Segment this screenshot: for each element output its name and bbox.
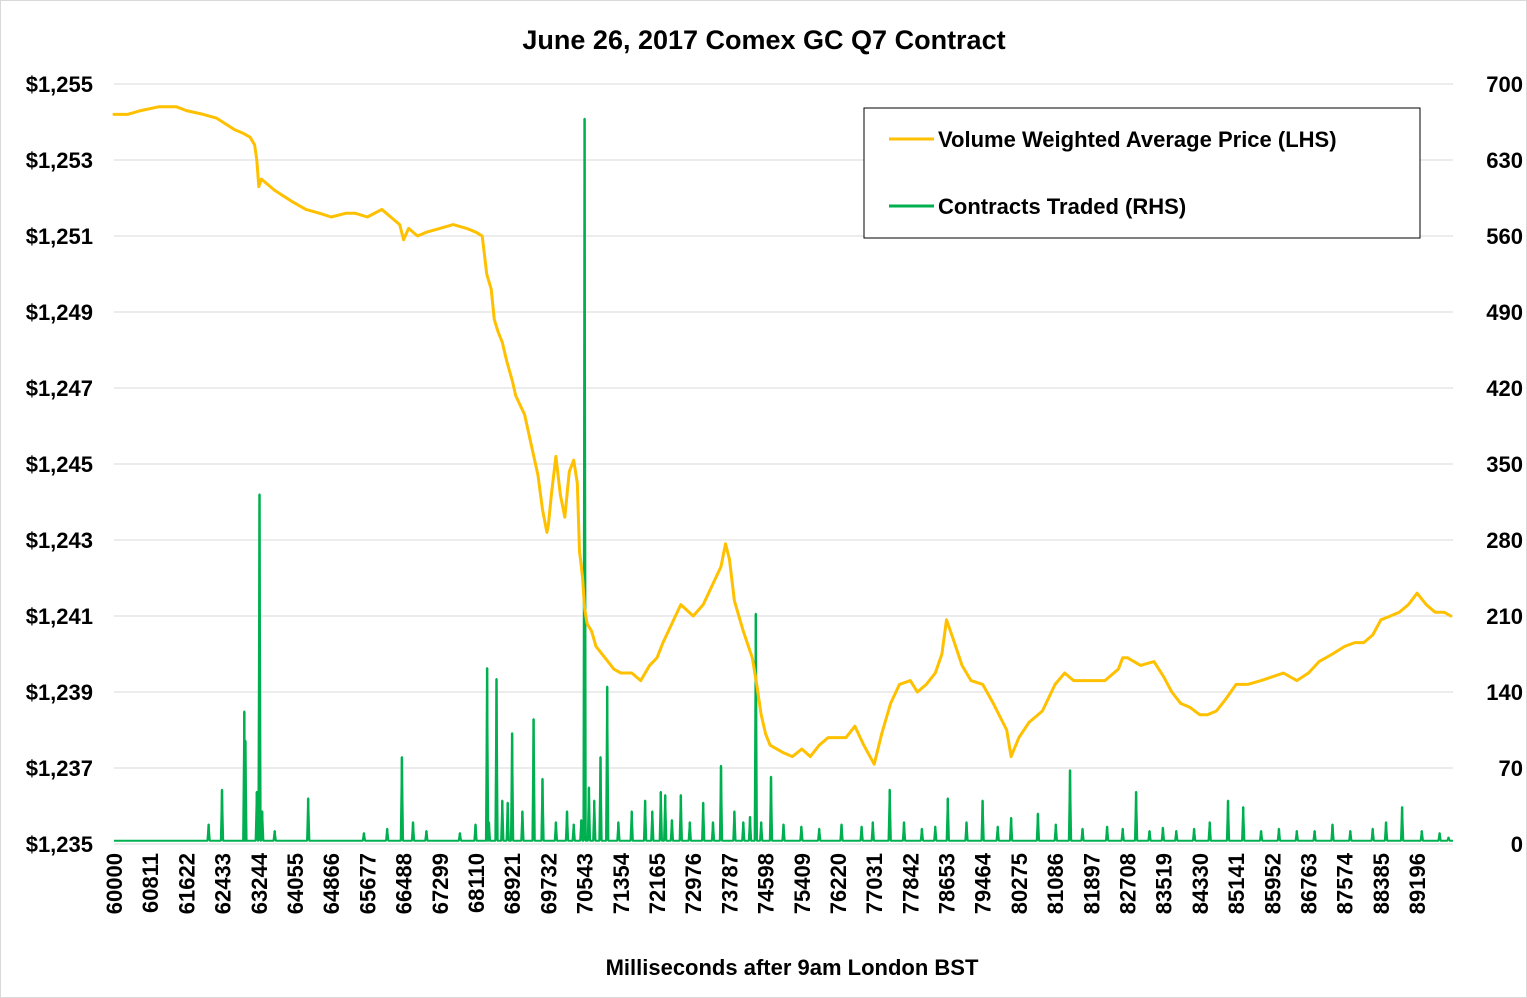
x-tick-label: 77031	[862, 853, 887, 914]
x-tick-label: 62433	[211, 853, 236, 914]
x-tick-label: 72976	[681, 853, 706, 914]
x-tick-label: 80275	[1007, 853, 1032, 914]
legend-label-vwap: Volume Weighted Average Price (LHS)	[938, 127, 1337, 152]
x-tick-label: 64055	[283, 853, 308, 914]
left-tick-label: $1,255	[26, 72, 93, 97]
x-tick-label: 83519	[1152, 853, 1177, 914]
right-axis-tick-labels: 0 70 140 210 280 350 420 490 560 630 700	[1486, 72, 1523, 857]
x-tick-label: 75409	[790, 853, 815, 914]
right-tick-label: 700	[1486, 72, 1523, 97]
right-tick-label: 420	[1486, 376, 1523, 401]
x-axis-title: Milliseconds after 9am London BST	[606, 955, 979, 980]
vwap-series	[112, 105, 1453, 766]
x-axis-tick-labels: 60000 60811 61622 62433 63244 64055 64866 65677…	[102, 852, 1430, 914]
x-tick-label: 70543	[573, 853, 598, 914]
x-tick-label: 85952	[1260, 853, 1285, 914]
left-tick-label: $1,251	[26, 224, 93, 249]
vwap-line	[112, 105, 1453, 766]
x-tick-label: 78653	[935, 853, 960, 914]
x-tick-label: 71354	[609, 852, 634, 914]
legend-box	[863, 107, 1421, 239]
x-tick-label: 61622	[174, 853, 199, 914]
x-tick-label: 79464	[971, 852, 996, 914]
right-tick-label: 490	[1486, 300, 1523, 325]
left-tick-label: $1,239	[26, 680, 93, 705]
x-tick-label: 68921	[500, 853, 525, 914]
x-tick-label: 60811	[138, 853, 163, 913]
right-tick-label: 210	[1486, 604, 1523, 629]
x-tick-label: 64866	[319, 853, 344, 914]
left-tick-label: $1,243	[26, 528, 93, 553]
x-tick-label: 69732	[536, 853, 561, 914]
right-tick-label: 280	[1486, 528, 1523, 553]
x-tick-label: 85141	[1224, 853, 1249, 914]
x-tick-label: 60000	[102, 853, 127, 914]
x-tick-label: 81086	[1043, 853, 1068, 914]
left-tick-label: $1,235	[26, 832, 93, 857]
x-tick-label: 63244	[247, 852, 272, 914]
left-tick-label: $1,241	[26, 604, 93, 629]
x-tick-label: 73787	[717, 853, 742, 914]
x-tick-label: 74598	[754, 853, 779, 914]
right-tick-label: 350	[1486, 452, 1523, 477]
right-tick-label: 560	[1486, 224, 1523, 249]
x-tick-label: 84330	[1188, 853, 1213, 914]
x-tick-label: 66488	[392, 853, 417, 914]
x-tick-label: 72165	[645, 853, 670, 914]
chart-title: June 26, 2017 Comex GC Q7 Contract	[522, 25, 1005, 55]
legend: Volume Weighted Average Price (LHS) Cont…	[863, 107, 1421, 239]
right-tick-label: 140	[1486, 680, 1523, 705]
x-tick-label: 76220	[826, 853, 851, 914]
right-tick-label: 630	[1486, 148, 1523, 173]
left-tick-label: $1,247	[26, 376, 93, 401]
x-tick-label: 67299	[428, 853, 453, 914]
right-tick-label: 0	[1511, 832, 1523, 857]
x-tick-label: 88385	[1369, 853, 1394, 914]
x-tick-label: 86763	[1297, 853, 1322, 914]
left-tick-label: $1,245	[26, 452, 93, 477]
x-tick-label: 82708	[1116, 853, 1141, 914]
contracts-traded-series	[114, 117, 1453, 842]
left-tick-label: $1,249	[26, 300, 93, 325]
right-tick-label: 70	[1499, 756, 1523, 781]
left-tick-label: $1,253	[26, 148, 93, 173]
x-tick-label: 89196	[1405, 853, 1430, 914]
x-tick-label: 77842	[898, 853, 923, 914]
x-tick-label: 65677	[355, 853, 380, 914]
x-tick-label: 87574	[1333, 852, 1358, 914]
legend-label-contracts: Contracts Traded (RHS)	[938, 194, 1186, 219]
x-tick-label: 81897	[1079, 853, 1104, 914]
x-tick-label: 68110	[464, 853, 489, 913]
left-tick-label: $1,237	[26, 756, 93, 781]
left-axis-tick-labels: $1,235 $1,237 $1,239 $1,241 $1,243 $1,245 $1,2…	[26, 72, 93, 857]
